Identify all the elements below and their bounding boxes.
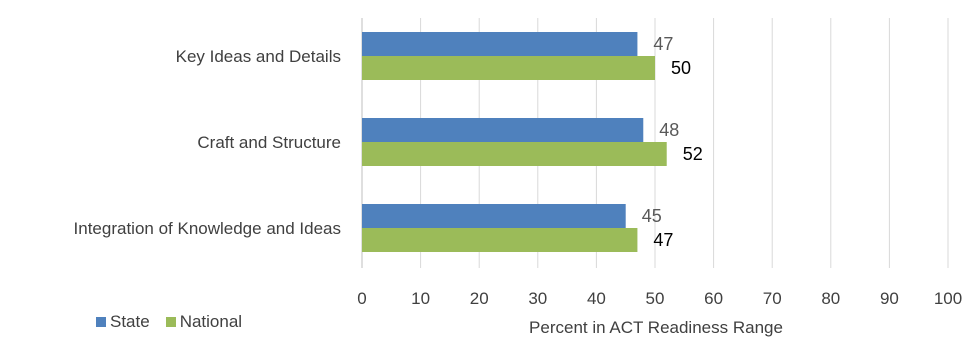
bar-national-1 xyxy=(362,142,667,166)
bar-national-0 xyxy=(362,56,655,80)
legend-swatch-state xyxy=(96,317,106,327)
legend-label-national: National xyxy=(179,312,243,331)
x-tick-label-70: 70 xyxy=(763,289,782,308)
bar-state-0 xyxy=(362,32,638,56)
data-label-national-0: 50 xyxy=(671,58,691,78)
x-tick-label-40: 40 xyxy=(587,289,606,308)
x-tick-label-20: 20 xyxy=(470,289,489,308)
category-label-1: Craft and Structure xyxy=(197,133,341,152)
legend-label-state: State xyxy=(110,312,150,331)
x-tick-label-100: 100 xyxy=(934,289,962,308)
legend-swatch-national xyxy=(165,317,176,327)
data-label-national-2: 47 xyxy=(653,230,673,250)
bar-state-2 xyxy=(362,204,626,228)
x-tick-label-50: 50 xyxy=(646,289,665,308)
category-label-0: Key Ideas and Details xyxy=(176,47,341,66)
x-tick-label-0: 0 xyxy=(357,289,366,308)
legend-item-national: National xyxy=(165,312,243,332)
data-label-state-1: 48 xyxy=(659,120,679,140)
bar-state-1 xyxy=(362,118,644,142)
chart-legend: State National xyxy=(96,312,258,332)
x-tick-label-60: 60 xyxy=(704,289,723,308)
bar-national-2 xyxy=(362,228,638,252)
x-axis-title: Percent in ACT Readiness Range xyxy=(529,318,783,337)
legend-item-state: State xyxy=(96,312,150,332)
category-label-2: Integration of Knowledge and Ideas xyxy=(74,219,341,238)
x-tick-label-80: 80 xyxy=(821,289,840,308)
x-tick-label-30: 30 xyxy=(528,289,547,308)
data-label-national-1: 52 xyxy=(683,144,703,164)
x-tick-label-10: 10 xyxy=(411,289,430,308)
data-label-state-0: 47 xyxy=(653,34,673,54)
data-label-state-2: 45 xyxy=(642,206,662,226)
x-tick-label-90: 90 xyxy=(880,289,899,308)
